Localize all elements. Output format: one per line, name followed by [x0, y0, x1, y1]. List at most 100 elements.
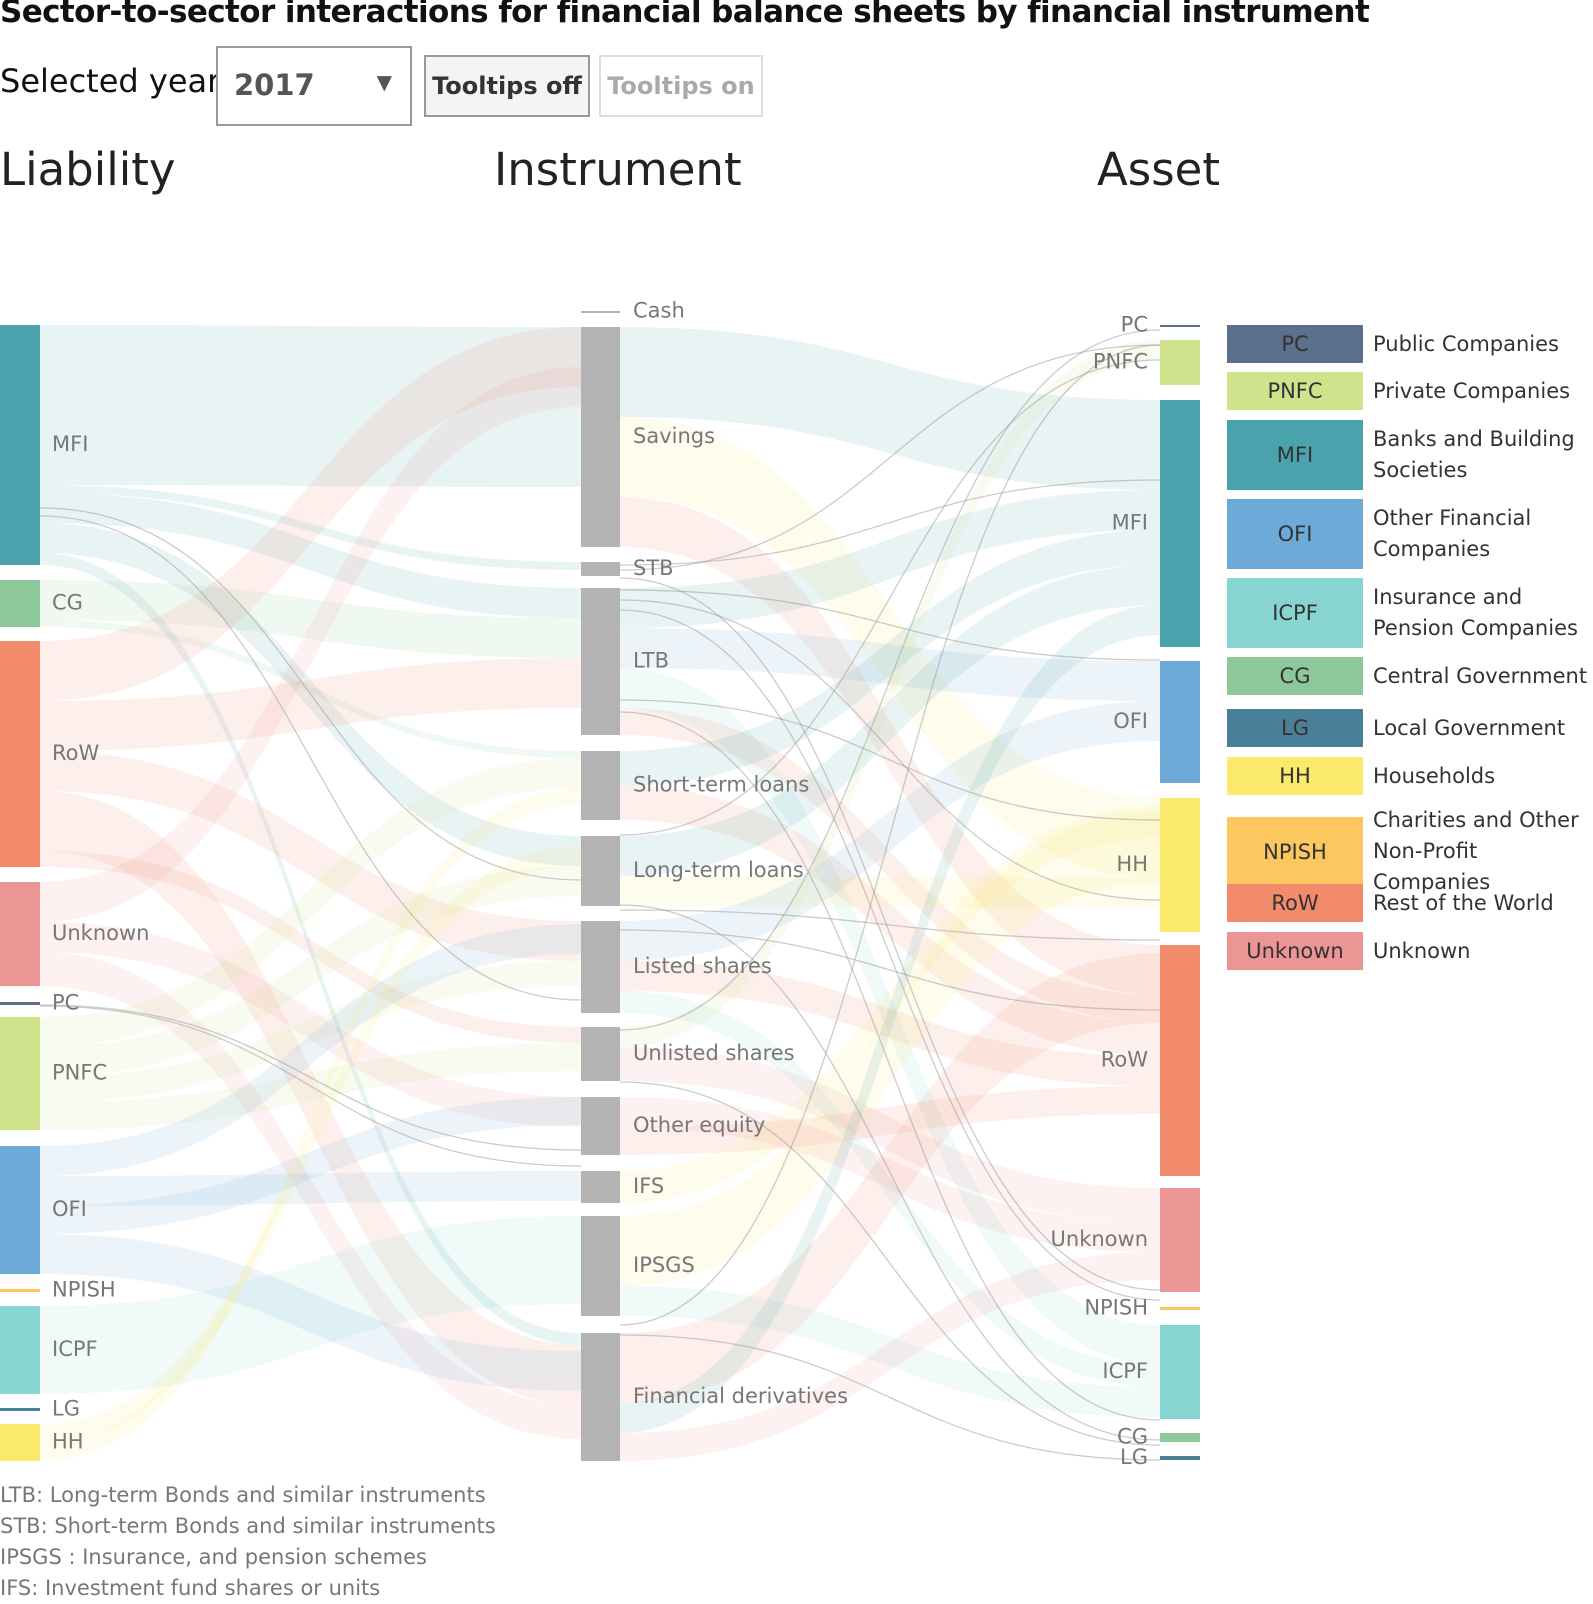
link-liability-ofi-20[interactable] [40, 1171, 581, 1206]
link-liability-unknown-12[interactable] [40, 367, 581, 922]
instrument-node-short-term-loans[interactable] [581, 751, 620, 820]
link-liability-unknown-14[interactable] [40, 952, 581, 1439]
link-liability-mfi-1[interactable] [40, 485, 581, 570]
instrument-node-stb[interactable] [581, 562, 620, 576]
link-liability-mfi-2[interactable] [40, 493, 581, 618]
instrument-node-listed-shares[interactable] [581, 921, 620, 1013]
link-asset-icpf-13[interactable] [620, 991, 1160, 1387]
link-liability-unknown-13[interactable] [40, 922, 581, 1127]
instrument-node-unlisted-shares[interactable] [581, 1027, 620, 1081]
link-asset-row-17[interactable] [620, 1086, 1160, 1155]
instrument-node-long-term-loans[interactable] [581, 836, 620, 906]
link-asset-mfi-3[interactable] [620, 490, 1160, 628]
link-asset-row-21[interactable] [620, 953, 1160, 1403]
link-thin-18[interactable] [39, 507, 582, 881]
legend-item-npish[interactable]: NPISH Charities and Other Non-Profit Comp… [1227, 805, 1593, 898]
liability-node-icpf[interactable] [0, 1306, 40, 1394]
link-asset-row-2[interactable] [620, 497, 1160, 995]
liability-node-npish[interactable] [0, 1289, 40, 1292]
link-thin-19[interactable] [39, 515, 582, 1001]
instrument-node-cash[interactable] [581, 311, 620, 313]
link-liability-row-11[interactable] [40, 851, 581, 1043]
link-asset-row-12[interactable] [620, 961, 1160, 1086]
link-thin-15[interactable] [619, 577, 1161, 1291]
legend-item-unknown[interactable]: Unknown Unknown [1227, 932, 1593, 970]
link-liability-mfi-4[interactable] [40, 553, 581, 1345]
asset-node-ofi[interactable] [1160, 661, 1200, 783]
asset-node-npish[interactable] [1160, 1307, 1200, 1310]
liability-node-pnfc[interactable] [0, 1017, 40, 1130]
link-liability-cg-5[interactable] [40, 580, 581, 658]
link-asset-ofi-4[interactable] [620, 628, 1160, 701]
legend-item-mfi[interactable]: MFI Banks and Building Societies [1227, 420, 1593, 490]
link-thin-9[interactable] [619, 929, 1161, 1011]
tooltips-off-button[interactable]: Tooltips off [424, 55, 590, 117]
liability-node-row[interactable] [0, 641, 40, 867]
link-liability-pnfc-15[interactable] [40, 758, 581, 1047]
asset-node-lg[interactable] [1160, 1456, 1200, 1460]
link-thin-11[interactable] [619, 329, 1161, 1031]
link-liability-pnfc-17[interactable] [40, 961, 581, 1102]
link-asset-icpf-20[interactable] [620, 1286, 1160, 1417]
link-thin-7[interactable] [619, 904, 1161, 1441]
asset-node-cg[interactable] [1160, 1433, 1200, 1442]
link-liability-ofi-22[interactable] [40, 1234, 581, 1391]
asset-node-mfi[interactable] [1160, 400, 1200, 647]
link-liability-ofi-19[interactable] [40, 924, 581, 1176]
link-asset-hh-10[interactable] [620, 876, 1160, 908]
legend-item-cg[interactable]: CG Central Government [1227, 657, 1593, 695]
link-thin-14[interactable] [619, 479, 1161, 566]
link-asset-hh-19[interactable] [620, 812, 1160, 1286]
link-liability-cg-6[interactable] [40, 620, 581, 758]
link-thin-17[interactable] [39, 1004, 582, 1151]
link-thin-12[interactable] [619, 344, 1161, 1326]
link-liability-pnfc-16[interactable] [40, 866, 581, 1077]
link-asset-icpf-5[interactable] [620, 668, 1160, 1365]
liability-node-hh[interactable] [0, 1424, 40, 1461]
instrument-node-financial-derivatives[interactable] [581, 1333, 620, 1461]
link-thin-6[interactable] [619, 359, 1161, 836]
year-select[interactable]: 2017 ▼ [216, 46, 412, 126]
link-liability-row-9[interactable] [40, 751, 581, 961]
asset-node-unknown[interactable] [1160, 1188, 1200, 1292]
instrument-node-ipsgs[interactable] [581, 1216, 620, 1316]
link-thin-3[interactable] [619, 609, 1161, 1301]
link-thin-10[interactable] [619, 1081, 1161, 1446]
liability-node-cg[interactable] [0, 580, 40, 627]
legend-item-pc[interactable]: PC Public Companies [1227, 325, 1593, 363]
link-asset-mfi-7[interactable] [620, 530, 1160, 786]
liability-node-lg[interactable] [0, 1408, 40, 1411]
link-asset-unknown-16[interactable] [620, 1097, 1160, 1252]
link-thin-13[interactable] [619, 1334, 1161, 1461]
instrument-node-ltb[interactable] [581, 588, 620, 735]
liability-node-mfi[interactable] [0, 325, 40, 565]
link-liability-mfi-0[interactable] [40, 325, 581, 487]
legend-item-icpf[interactable]: ICPF Insurance and Pension Companies [1227, 578, 1593, 648]
legend-item-ofi[interactable]: OFI Other Financial Companies [1227, 499, 1593, 569]
tooltips-on-button[interactable]: Tooltips on [599, 55, 763, 117]
instrument-node-other-equity[interactable] [581, 1097, 620, 1155]
asset-node-icpf[interactable] [1160, 1325, 1200, 1419]
link-thin-16[interactable] [39, 1005, 582, 1167]
link-thin-5[interactable] [619, 711, 1161, 1421]
asset-node-pc[interactable] [1160, 325, 1200, 327]
link-thin-2[interactable] [619, 599, 1161, 901]
legend-item-lg[interactable]: LG Local Government [1227, 709, 1593, 747]
link-thin-4[interactable] [619, 699, 1161, 821]
link-asset-pnfc-14[interactable] [620, 340, 1160, 1047]
legend-item-hh[interactable]: HH Households [1227, 757, 1593, 795]
link-asset-mfi-22[interactable] [620, 605, 1160, 1433]
link-liability-hh-24[interactable] [40, 846, 581, 1444]
link-thin-1[interactable] [619, 589, 1161, 661]
instrument-node-savings[interactable] [581, 327, 620, 547]
link-asset-hh-18[interactable] [620, 806, 1160, 1203]
link-asset-hh-1[interactable] [620, 417, 1160, 878]
liability-node-unknown[interactable] [0, 882, 40, 986]
link-asset-row-8[interactable] [620, 786, 1160, 1056]
link-asset-mfi-9[interactable] [620, 565, 1160, 876]
link-liability-icpf-23[interactable] [40, 1216, 581, 1394]
instrument-node-ifs[interactable] [581, 1171, 620, 1203]
liability-node-pc[interactable] [0, 1002, 40, 1005]
link-liability-row-10[interactable] [40, 791, 581, 1405]
link-thin-0[interactable] [619, 344, 1161, 571]
